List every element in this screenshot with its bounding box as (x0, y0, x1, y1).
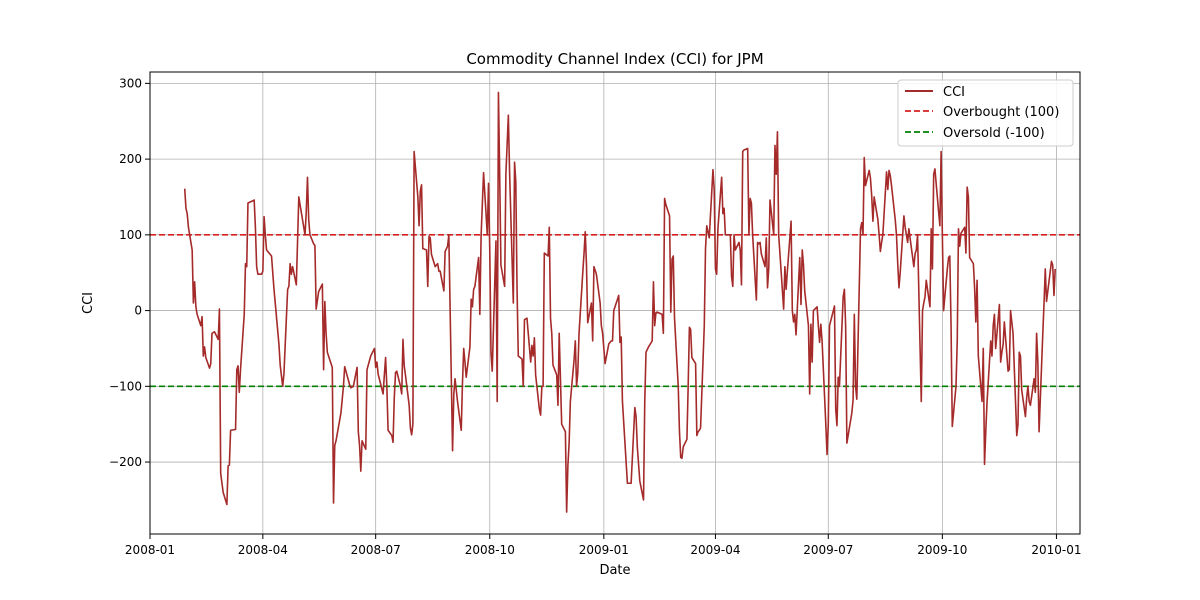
x-tick-label-1: 2008-04 (238, 543, 288, 557)
plot-area-frame (149, 71, 1081, 535)
chart-title: Commodity Channel Index (CCI) for JPM (466, 50, 763, 68)
legend: CCI Overbought (100) Oversold (-100) (897, 79, 1074, 147)
y-tick-label-2: 0 (134, 304, 142, 318)
x-tick-label-3: 2008-10 (465, 543, 515, 557)
legend-label-cci: CCI (943, 85, 965, 100)
x-tick-label-2: 2008-07 (351, 543, 401, 557)
y-tick-label-0: −200 (109, 455, 142, 469)
legend-label-overbought: Overbought (100) (943, 105, 1059, 120)
x-axis-label: Date (599, 563, 630, 578)
y-tick-label-4: 200 (119, 152, 142, 166)
y-tick-label-3: 100 (119, 228, 142, 242)
y-axis-ticks: −200 −100 0 100 200 300 (109, 76, 150, 469)
x-tick-label-4: 2009-01 (579, 543, 629, 557)
x-axis-ticks: 2008-01 2008-04 2008-07 2008-10 2009-01 2009-… (125, 534, 1082, 557)
x-tick-label-5: 2009-04 (690, 543, 740, 557)
y-axis-label: CCI (81, 292, 96, 314)
x-tick-label-0: 2008-01 (125, 543, 175, 557)
legend-label-oversold: Oversold (-100) (943, 126, 1045, 141)
y-tick-label-1: −100 (109, 379, 142, 393)
series-line-cci (183, 91, 1056, 513)
x-tick-label-6: 2009-07 (803, 543, 853, 557)
plot-series (183, 91, 1056, 513)
x-tick-label-8: 2010-01 (1031, 543, 1081, 557)
legend-box (897, 79, 1074, 147)
x-tick-label-7: 2009-10 (917, 543, 967, 557)
y-tick-label-5: 300 (119, 76, 142, 90)
